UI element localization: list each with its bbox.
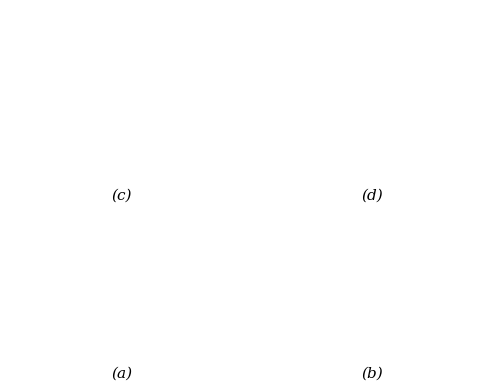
Text: (b): (b) bbox=[362, 367, 384, 381]
Text: (a): (a) bbox=[111, 367, 132, 381]
Text: (d): (d) bbox=[362, 189, 384, 203]
Text: (c): (c) bbox=[111, 189, 132, 203]
